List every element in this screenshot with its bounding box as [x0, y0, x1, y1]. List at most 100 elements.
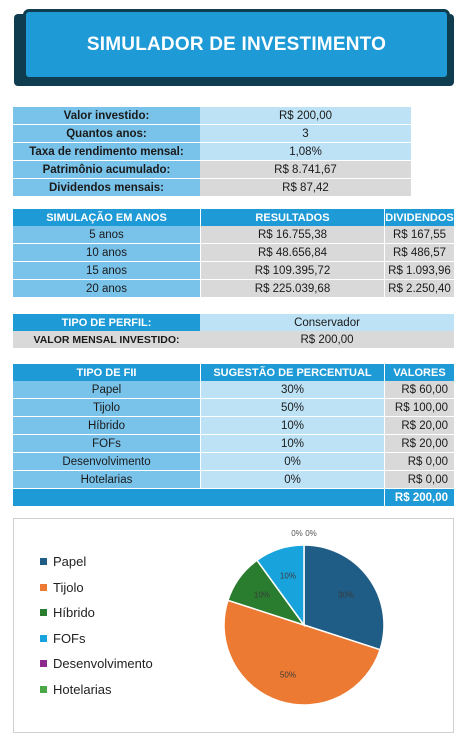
- pie-slice-tijolo: [223, 599, 382, 706]
- legend-item: Híbrido: [40, 605, 95, 620]
- summary-row: Taxa de rendimento mensal: 1,08%: [13, 143, 454, 161]
- summary-value: R$ 87,42: [200, 179, 411, 196]
- pie-data-label: 0%: [291, 529, 303, 538]
- simulation-header: RESULTADOS: [200, 209, 384, 226]
- profile-type-value[interactable]: Conservador: [200, 314, 454, 331]
- summary-row: Valor investido: R$ 200,00: [13, 107, 454, 125]
- simulation-dividends: R$ 1.093,96: [384, 262, 454, 279]
- monthly-invested-row: VALOR MENSAL INVESTIDO: R$ 200,00: [13, 331, 454, 349]
- fii-value: R$ 20,00: [384, 435, 454, 452]
- fii-value: R$ 100,00: [384, 399, 454, 416]
- summary-row: Patrimônio acumulado: R$ 8.741,67: [13, 161, 454, 179]
- legend-label: Tijolo: [53, 579, 84, 595]
- simulation-result: R$ 16.755,38: [200, 226, 384, 243]
- simulation-row: 15 anos R$ 109.395,72 R$ 1.093,96: [13, 262, 454, 280]
- summary-value: R$ 8.741,67: [200, 161, 411, 178]
- fii-row: FOFs 10% R$ 20,00: [13, 435, 454, 453]
- fii-header: TIPO DE FII: [13, 364, 200, 381]
- pie-chart: 30% 50% 10% 10% 0% 0%: [223, 529, 385, 706]
- fii-type: FOFs: [13, 435, 200, 452]
- simulation-dividends: R$ 2.250,40: [384, 280, 454, 297]
- simulation-result: R$ 109.395,72: [200, 262, 384, 279]
- pie-data-label: 30%: [338, 590, 354, 599]
- summary-label: Patrimônio acumulado:: [13, 161, 200, 178]
- monthly-invested-value: R$ 200,00: [200, 331, 454, 348]
- simulation-header-row: SIMULAÇÃO EM ANOS RESULTADOS DIVIDENDOS: [13, 209, 454, 227]
- simulation-years: 5 anos: [13, 226, 200, 243]
- monthly-invested-label: VALOR MENSAL INVESTIDO:: [13, 331, 200, 348]
- title-banner: SIMULADOR DE INVESTIMENTO: [23, 9, 450, 80]
- simulation-years: 15 anos: [13, 262, 200, 279]
- profile-type-row: TIPO DE PERFIL: Conservador: [13, 314, 454, 332]
- fii-row: Híbrido 10% R$ 20,00: [13, 417, 454, 435]
- fii-row: Desenvolvimento 0% R$ 0,00: [13, 453, 454, 471]
- fii-row: Hotelarias 0% R$ 0,00: [13, 471, 454, 489]
- legend-swatch: [40, 634, 47, 642]
- pie-data-label: 10%: [254, 590, 270, 599]
- summary-value[interactable]: R$ 200,00: [200, 107, 411, 124]
- simulation-header: SIMULAÇÃO EM ANOS: [13, 209, 200, 226]
- page-title: SIMULADOR DE INVESTIMENTO: [86, 33, 387, 55]
- fii-percent[interactable]: 0%: [200, 471, 384, 488]
- fii-value: R$ 20,00: [384, 417, 454, 434]
- fii-percent[interactable]: 0%: [200, 453, 384, 470]
- pie-slice-papel: [303, 544, 385, 651]
- summary-label: Dividendos mensais:: [13, 179, 200, 196]
- pie-data-label: 0%: [305, 529, 317, 538]
- legend-item: FOFs: [40, 631, 86, 646]
- legend-swatch: [40, 685, 47, 693]
- simulation-result: R$ 48.656,84: [200, 244, 384, 261]
- legend-label: Papel: [53, 554, 87, 569]
- legend-label: FOFs: [53, 630, 86, 646]
- summary-value[interactable]: 1,08%: [200, 143, 411, 160]
- fii-row: Tijolo 50% R$ 100,00: [13, 399, 454, 417]
- fii-total-bar: [13, 489, 384, 506]
- fii-header: VALORES: [384, 364, 454, 381]
- fii-percent[interactable]: 10%: [200, 417, 384, 434]
- profile-type-label: TIPO DE PERFIL:: [13, 314, 200, 331]
- fii-value: R$ 60,00: [384, 381, 454, 398]
- legend-label: Desenvolvimento: [53, 656, 153, 671]
- fii-type: Híbrido: [13, 417, 200, 434]
- legend-item: Tijolo: [40, 580, 84, 595]
- summary-label: Taxa de rendimento mensal:: [13, 143, 200, 160]
- pie-data-label: 50%: [280, 670, 296, 679]
- pie-data-label: 10%: [280, 572, 296, 581]
- simulation-dividends: R$ 167,55: [384, 226, 454, 243]
- fii-value: R$ 0,00: [384, 471, 454, 488]
- simulation-dividends: R$ 486,57: [384, 244, 454, 261]
- simulation-row: 5 anos R$ 16.755,38 R$ 167,55: [13, 226, 454, 244]
- fii-percent[interactable]: 10%: [200, 435, 384, 452]
- legend-item: Papel: [40, 554, 86, 569]
- fii-header: SUGESTÃO DE PERCENTUAL: [200, 364, 384, 381]
- fii-header-row: TIPO DE FII SUGESTÃO DE PERCENTUAL VALORES: [13, 364, 454, 382]
- fii-percent[interactable]: 30%: [200, 381, 384, 398]
- fii-type: Hotelarias: [13, 471, 200, 488]
- legend-label: Hotelarias: [53, 681, 112, 697]
- fii-value: R$ 0,00: [384, 453, 454, 470]
- fii-row: Papel 30% R$ 60,00: [13, 381, 454, 399]
- legend-swatch: [40, 583, 47, 591]
- fii-type: Desenvolvimento: [13, 453, 200, 470]
- legend-swatch: [40, 609, 47, 616]
- legend-swatch: [40, 660, 47, 667]
- pie-slice-fofs: [255, 544, 305, 628]
- fii-total-row: R$ 200,00: [13, 489, 454, 507]
- simulation-years: 10 anos: [13, 244, 200, 261]
- summary-label: Quantos anos:: [13, 125, 200, 142]
- legend-label: Híbrido: [53, 605, 95, 620]
- fii-type: Papel: [13, 381, 200, 398]
- simulation-row: 10 anos R$ 48.656,84 R$ 486,57: [13, 244, 454, 262]
- simulation-years: 20 anos: [13, 280, 200, 297]
- fii-percent[interactable]: 50%: [200, 399, 384, 416]
- simulation-row: 20 anos R$ 225.039,68 R$ 2.250,40: [13, 280, 454, 298]
- summary-row: Quantos anos: 3: [13, 125, 454, 143]
- simulation-result: R$ 225.039,68: [200, 280, 384, 297]
- legend-item: Desenvolvimento: [40, 656, 153, 671]
- summary-row: Dividendos mensais: R$ 87,42: [13, 179, 454, 197]
- summary-value[interactable]: 3: [200, 125, 411, 142]
- legend-item: Hotelarias: [40, 682, 112, 697]
- simulation-header: DIVIDENDOS: [384, 209, 454, 226]
- summary-label: Valor investido:: [13, 107, 200, 124]
- fii-total-value: R$ 200,00: [384, 489, 454, 506]
